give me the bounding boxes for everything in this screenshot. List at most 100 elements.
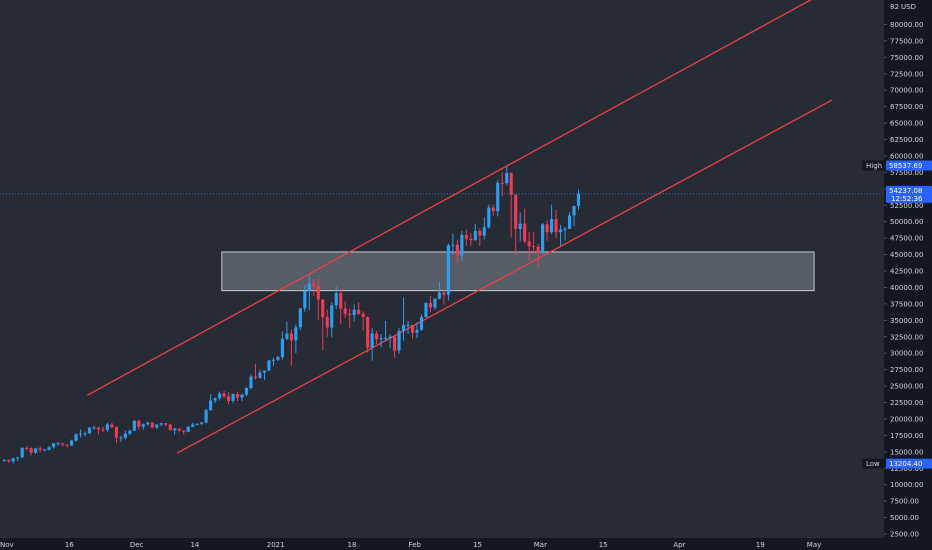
high-label-bg: [862, 160, 884, 171]
price-tick-label: 27500.00: [890, 366, 923, 374]
time-tick-label: Feb: [409, 541, 422, 549]
candle: [253, 363, 258, 380]
channel-line-upper[interactable]: [86, 0, 832, 396]
current-price-marker: 54237.08 12:52:36: [886, 185, 932, 203]
price-tick-label: 32500.00: [890, 333, 923, 341]
candle: [446, 243, 450, 301]
price-tick-label: 5000.00: [890, 514, 919, 522]
price-tick-label: 22500.00: [890, 399, 923, 407]
time-tick-label: 19: [756, 541, 765, 549]
candle: [195, 423, 199, 426]
candle: [164, 422, 168, 427]
channel-line-lower[interactable]: [176, 99, 833, 454]
price-tick-label: 75000.00: [890, 54, 923, 62]
candle-body: [550, 219, 554, 233]
price-tick-label: 57500.00: [890, 169, 923, 177]
candle: [52, 443, 56, 449]
candle: [267, 359, 271, 371]
price-tick-label: 12500.00: [890, 465, 923, 473]
candle: [352, 304, 356, 322]
candle-body: [397, 330, 401, 351]
candle-body: [509, 173, 513, 195]
candle: [128, 429, 132, 436]
price-tick-label: 2500.00: [890, 531, 919, 539]
candle: [361, 311, 365, 331]
price-tick-label: 50000.00: [890, 218, 923, 226]
candle-body: [101, 429, 105, 431]
candle: [482, 217, 486, 240]
candle: [110, 422, 114, 429]
time-tick-label: Dec: [130, 541, 144, 549]
candle: [424, 302, 428, 318]
price-tick-label: 17500.00: [890, 432, 923, 440]
candle-body: [419, 317, 424, 330]
candle: [460, 230, 464, 262]
candle-body: [289, 333, 293, 341]
low-label: Low: [866, 460, 880, 468]
candle: [527, 232, 531, 261]
candle: [514, 194, 518, 255]
candle-body: [572, 205, 576, 216]
low-badge: [886, 458, 932, 469]
candle: [244, 387, 249, 397]
candle: [433, 298, 437, 310]
candle-body: [384, 338, 388, 340]
candle: [348, 308, 352, 329]
zone-rect[interactable]: [221, 251, 815, 292]
candle: [294, 324, 298, 354]
candle: [316, 278, 320, 320]
candle: [496, 180, 500, 217]
candle-body: [132, 420, 136, 431]
candle: [366, 316, 370, 353]
time-tick-label: 16: [65, 541, 74, 549]
time-tick-label: Apr: [673, 541, 685, 549]
price-tick-label: 60000.00: [890, 152, 923, 160]
candle: [7, 459, 11, 463]
candle-body: [451, 244, 455, 246]
candle-body: [375, 333, 379, 340]
price-tick-label: 82: [890, 3, 899, 11]
candle: [401, 297, 406, 341]
candle-body: [200, 422, 204, 424]
current-price-value: 54237.08: [889, 187, 922, 195]
candle: [168, 423, 172, 431]
candle: [34, 447, 38, 454]
time-axis[interactable]: Nov 16 Dec 14 2021 18 Feb 15 Mar 15 Apr 19 May: [0, 541, 821, 549]
candle: [343, 301, 347, 318]
candle: [473, 223, 477, 241]
candle: [16, 457, 20, 462]
high-value: 58537.69: [889, 162, 922, 170]
candle: [209, 394, 213, 411]
candle-body: [34, 448, 38, 453]
price-tick-label: 77500.00: [890, 37, 923, 45]
price-tick-label: 7500.00: [890, 498, 919, 506]
candle-body: [554, 219, 558, 233]
candle-body: [150, 422, 154, 428]
candle: [96, 427, 101, 435]
candle-body: [339, 293, 343, 309]
candle: [235, 391, 240, 402]
candle: [500, 172, 504, 197]
trend-channel[interactable]: [86, 0, 833, 454]
candle: [321, 299, 325, 351]
support-resistance-zone[interactable]: [221, 251, 815, 292]
candle: [406, 320, 410, 335]
candle-body: [541, 224, 545, 254]
time-tick-label: 15: [473, 541, 482, 549]
candle-body: [361, 313, 365, 318]
price-tick-label: 42500.00: [890, 268, 923, 276]
price-tick-label: 20000.00: [890, 415, 923, 423]
candle: [505, 166, 509, 186]
candle-body: [69, 440, 74, 446]
candle: [114, 426, 118, 444]
price-axis[interactable]: USD 82 80000.00 77500.00 75000.00 72500.00 70…: [884, 3, 923, 539]
candle: [146, 421, 150, 426]
candle-body: [141, 424, 145, 427]
candle-body: [20, 447, 24, 458]
candle-body: [348, 313, 352, 316]
candle: [249, 374, 253, 390]
candle-body: [388, 336, 392, 339]
candle-body: [253, 376, 258, 378]
candle-body: [563, 228, 567, 230]
